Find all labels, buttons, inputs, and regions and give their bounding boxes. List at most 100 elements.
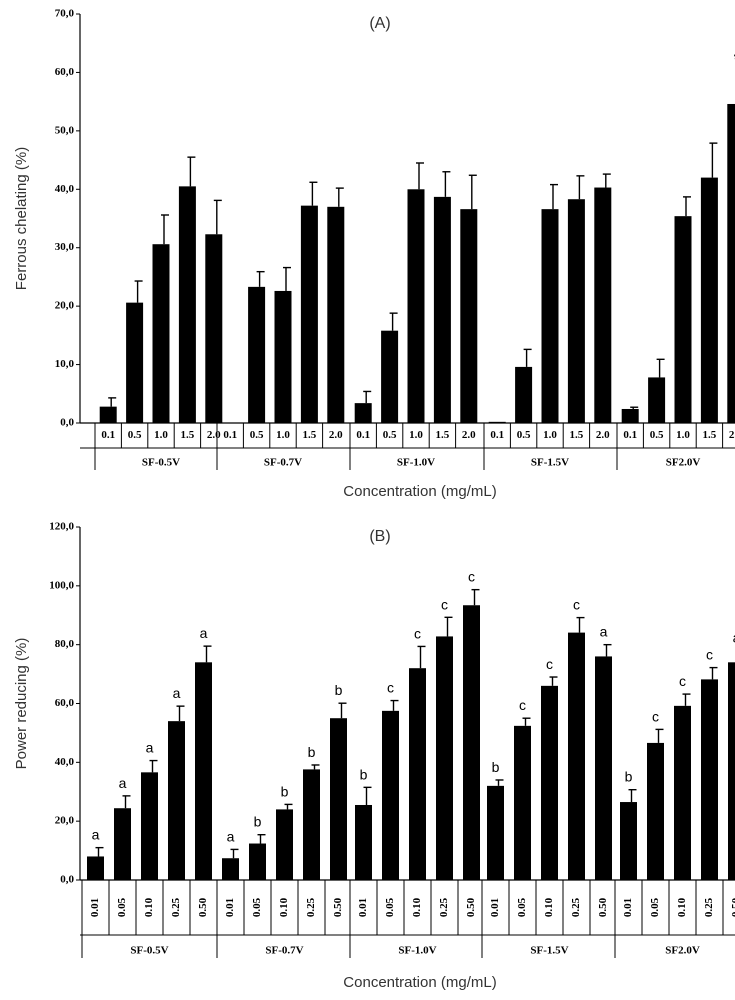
bar-b-SF-0.5V-0.25 <box>168 721 185 880</box>
bar-b-SF-0.5V-0.10 <box>141 772 158 880</box>
category-label-b: 0.25 <box>570 897 582 917</box>
category-label-b: 0.10 <box>411 897 423 917</box>
bar-a-SF-0.5V-0.1 <box>99 406 117 423</box>
y-tick-label-a: 20,0 <box>55 300 75 312</box>
significance-letter-b: b <box>335 682 343 698</box>
category-label-a: 2.0 <box>329 429 343 441</box>
category-label-a: 0.1 <box>623 429 637 441</box>
y-tick-label-b: 120,0 <box>49 521 74 533</box>
bar-b-SF-1.0V-0.10 <box>409 668 426 880</box>
y-tick-label-a: 40,0 <box>55 183 75 195</box>
bar-a-SF-1.5V-1.0 <box>541 209 559 423</box>
significance-letter-b: c <box>519 697 526 713</box>
significance-letter-b: a <box>200 625 208 641</box>
y-tick-label-a: 10,0 <box>55 358 75 370</box>
group-label-b: SF-0.7V <box>265 945 303 957</box>
bar-a-SF-1.5V-0.5 <box>515 366 533 423</box>
bar-a-SF-1.0V-1.0 <box>407 189 425 423</box>
significance-letter-b: a <box>600 624 608 640</box>
bar-a-SF-0.5V-1.0 <box>152 244 170 423</box>
bar-a-SF2.0V-1.5 <box>700 177 718 423</box>
category-label-b: 0.05 <box>516 897 528 917</box>
x-axis-label-b: Concentration (mg/mL) <box>343 974 496 991</box>
category-label-a: 1.5 <box>181 429 195 441</box>
significance-letter-b: b <box>254 814 262 830</box>
category-label-b: 0.01 <box>89 898 101 917</box>
significance-letter-b: a <box>227 828 235 844</box>
bar-b-SF2.0V-0.01 <box>620 802 637 880</box>
bar-a-SF2.0V-0.1 <box>621 408 639 423</box>
bar-b-SF-1.0V-0.25 <box>436 636 453 880</box>
category-label-a: 1.0 <box>276 429 290 441</box>
bar-a-SF-1.5V-2.0 <box>594 187 612 423</box>
category-label-a: 0.1 <box>490 429 504 441</box>
significance-letter-b: b <box>308 744 316 760</box>
group-label-b: SF-0.5V <box>130 945 168 957</box>
bar-a-SF-1.5V-0.1 <box>488 421 506 423</box>
category-label-b: 0.50 <box>597 897 609 917</box>
bar-b-SF-0.7V-0.01 <box>222 858 239 880</box>
significance-letter-b: b <box>492 759 500 775</box>
category-label-a: 1.5 <box>436 429 450 441</box>
category-label-a: 0.5 <box>517 429 531 441</box>
y-tick-label-a: 60,0 <box>55 66 75 78</box>
category-label-b: 0.50 <box>465 897 477 917</box>
group-label-b: SF2.0V <box>665 945 700 957</box>
bar-a-SF-0.7V-1.0 <box>274 290 292 423</box>
bar-b-SF-0.5V-0.50 <box>195 662 212 880</box>
chart-title-b: (B) <box>369 528 390 545</box>
y-tick-label-a: 50,0 <box>55 124 75 136</box>
bar-a-SF-1.0V-0.1 <box>354 403 372 423</box>
significance-star-a: * <box>734 50 735 72</box>
y-tick-label-b: 100,0 <box>49 579 74 591</box>
chart-title-a: (A) <box>369 15 390 32</box>
bar-b-SF-0.7V-0.05 <box>249 843 266 880</box>
y-tick-label-a: 0,0 <box>60 417 74 429</box>
category-label-b: 0.01 <box>489 898 501 917</box>
bar-a-SF-1.0V-0.5 <box>381 330 399 423</box>
bar-a-SF2.0V-1.0 <box>674 216 692 423</box>
category-label-a: 0.5 <box>650 429 664 441</box>
significance-letter-b: c <box>468 569 475 585</box>
bar-b-SF-1.0V-0.01 <box>355 804 372 880</box>
bar-a-SF-0.5V-2.0 <box>205 234 223 423</box>
category-label-a: 1.0 <box>154 429 168 441</box>
category-label-a: 1.0 <box>409 429 423 441</box>
category-label-a: 1.5 <box>570 429 584 441</box>
bar-b-SF-1.0V-0.50 <box>463 605 480 880</box>
significance-letter-b: a <box>92 827 100 843</box>
significance-letter-b: a <box>146 740 154 756</box>
bar-a-SF2.0V-2.0 <box>727 103 735 423</box>
category-label-b: 0.25 <box>305 897 317 917</box>
category-label-b: 0.50 <box>730 897 735 917</box>
category-label-b: 0.25 <box>170 897 182 917</box>
bar-a-SF-1.5V-1.5 <box>567 199 585 423</box>
group-label-a: SF-0.5V <box>142 457 180 469</box>
bar-b-SF-0.5V-0.05 <box>114 808 131 880</box>
bar-b-SF-0.7V-0.10 <box>276 809 293 880</box>
category-label-b: 0.50 <box>332 897 344 917</box>
category-label-b: 0.05 <box>251 897 263 917</box>
significance-letter-b: c <box>706 647 713 663</box>
category-label-a: 1.0 <box>543 429 557 441</box>
bar-b-SF2.0V-0.10 <box>674 705 691 880</box>
significance-letter-b: c <box>387 680 394 696</box>
bar-a-SF-1.0V-1.5 <box>433 196 451 423</box>
category-label-a: 0.1 <box>101 429 115 441</box>
y-tick-label-b: 40,0 <box>55 756 75 768</box>
category-label-a: 2.0 <box>729 429 735 441</box>
significance-letter-b: c <box>652 708 659 724</box>
category-label-a: 0.1 <box>223 429 237 441</box>
category-label-b: 0.50 <box>197 897 209 917</box>
bar-b-SF-1.5V-0.10 <box>541 685 558 880</box>
significance-letter-b: b <box>625 769 633 785</box>
bar-a-SF-0.7V-0.5 <box>248 286 266 423</box>
category-label-a: 0.1 <box>356 429 370 441</box>
y-tick-label-a: 70,0 <box>55 8 75 20</box>
bar-b-SF-1.5V-0.01 <box>487 785 504 880</box>
bar-b-SF2.0V-0.05 <box>647 742 664 880</box>
category-label-b: 0.01 <box>224 898 236 917</box>
group-label-a: SF-1.5V <box>531 457 569 469</box>
bar-b-SF2.0V-0.25 <box>701 679 718 880</box>
